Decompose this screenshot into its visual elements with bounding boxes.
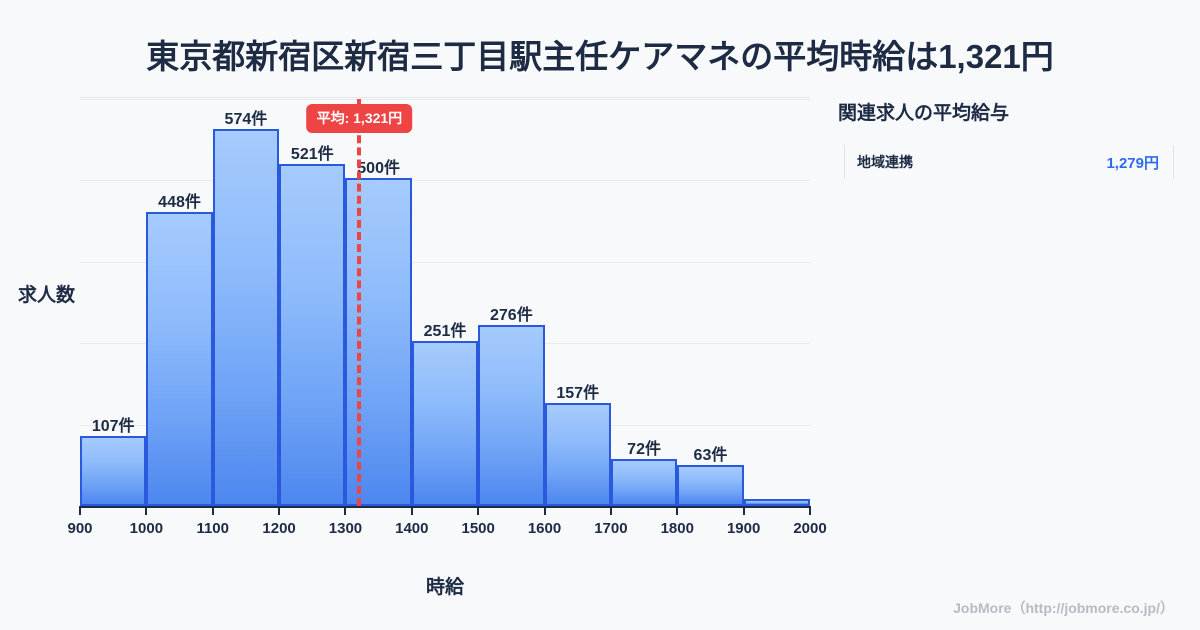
x-axis-tick — [410, 506, 413, 515]
gridline — [80, 180, 810, 182]
histogram-bar — [411, 341, 479, 506]
x-axis-line — [80, 506, 810, 508]
x-axis-tick-label: 1300 — [328, 520, 363, 537]
x-axis-tick — [145, 506, 148, 515]
bar-value-label: 521件 — [290, 145, 334, 163]
y-axis-title: 求人数 — [18, 285, 76, 306]
histogram-bar — [279, 163, 346, 506]
gridline — [80, 99, 810, 100]
x-axis-tick-label: 1200 — [262, 520, 296, 537]
x-axis-tick — [211, 506, 214, 515]
x-axis-tick-label: 1700 — [594, 520, 628, 537]
histogram-chart: 900 1000 1100 1200 1300 1400 1500 1600 1700 1800 1… — [18, 99, 827, 598]
title-divider — [80, 97, 810, 98]
page-title: 東京都新宿区新宿三丁目駅主任ケアマネの平均時給は1,321円 — [146, 38, 1054, 75]
x-axis-tick — [676, 506, 679, 515]
bar-value-label: 500件 — [357, 159, 400, 177]
x-axis-tick — [809, 506, 811, 515]
bar-value-label: 157件 — [556, 384, 600, 402]
histogram-bar — [544, 402, 611, 506]
bar-value-label: 276件 — [490, 306, 533, 324]
related-salary-panel: 関連求人の平均給与 地域連携 1,279円 — [838, 98, 1186, 179]
related-salary-value: 1,279円 — [1106, 154, 1159, 172]
x-axis-tick — [79, 506, 81, 515]
bar-value-label: 107件 — [91, 417, 135, 435]
x-axis-tick — [278, 506, 281, 515]
histogram-bar — [345, 177, 412, 506]
bar-value-label: 63件 — [693, 446, 728, 464]
gridline — [80, 261, 810, 263]
x-axis-tick — [742, 506, 745, 515]
bar-value-label: 574件 — [224, 111, 268, 129]
related-salary-list: 地域連携 1,279円 — [838, 145, 1186, 179]
x-axis-tick-label: 1100 — [196, 520, 229, 537]
related-salary-title: 関連求人の平均給与 — [838, 103, 1010, 124]
x-axis-tick-label: 1400 — [395, 520, 429, 537]
histogram-bar — [610, 458, 678, 506]
x-axis-title: 時給 — [425, 577, 464, 598]
x-axis-tick-label: 1500 — [461, 520, 495, 537]
footer-credit: JobMore（http://jobmore.co.jp/） — [953, 600, 1174, 616]
histogram-bar — [478, 324, 545, 506]
related-salary-row: 地域連携 1,279円 — [844, 145, 1174, 179]
histogram-bar — [743, 498, 810, 506]
x-axis-tick-label: 900 — [67, 520, 93, 537]
average-badge: 平均: 1,321円 — [306, 104, 413, 133]
related-salary-label: 地域連携 — [857, 154, 913, 170]
histogram-bar — [212, 129, 280, 506]
bar-value-label: 448件 — [158, 193, 201, 211]
bar-value-label: 251件 — [423, 323, 467, 341]
x-axis-tick-label: 1900 — [726, 520, 761, 537]
x-axis-tick-label: 1000 — [129, 520, 164, 537]
average-vline — [357, 99, 362, 506]
x-axis-tick-label: 1600 — [527, 520, 562, 537]
bar-value-label: 72件 — [627, 440, 661, 458]
x-axis-tick — [477, 506, 480, 515]
x-axis-tick-label: 2000 — [793, 520, 827, 537]
histogram-bar — [80, 435, 147, 506]
histogram-bar — [677, 464, 744, 506]
x-axis-tick-label: 1800 — [660, 520, 694, 537]
x-axis-tick — [609, 506, 612, 515]
histogram-bar — [146, 211, 213, 506]
x-axis-tick — [344, 506, 347, 515]
x-axis-tick — [543, 506, 546, 515]
